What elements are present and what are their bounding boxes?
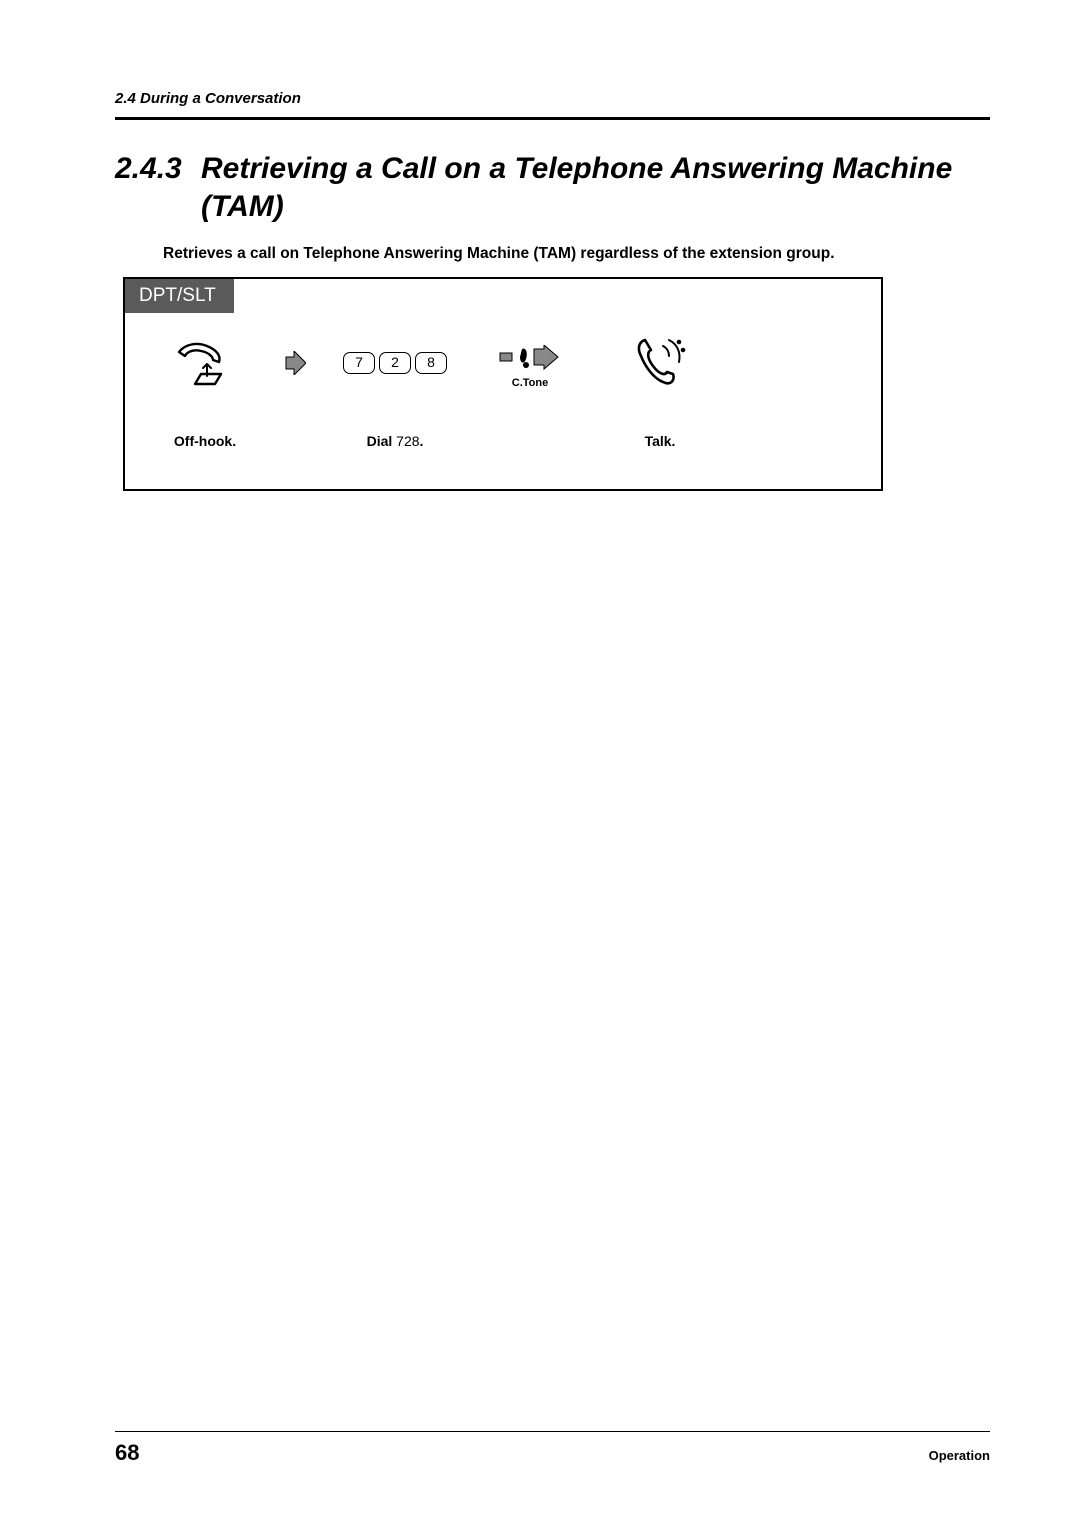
- section-number: 2.4.3: [115, 150, 201, 225]
- dial-label-value: 728: [396, 433, 419, 449]
- procedure-box: DPT/SLT: [123, 277, 883, 491]
- page: 2.4 During a Conversation 2.4.3 Retrievi…: [0, 0, 1080, 1528]
- ctone-label: C.Tone: [512, 377, 548, 389]
- step-ctone: C.Tone: [475, 335, 585, 389]
- key-7: 7: [343, 352, 375, 374]
- ctone-icon: C.Tone: [498, 335, 562, 389]
- key-2: 2: [379, 352, 411, 374]
- offhook-label: Off-hook.: [174, 433, 236, 449]
- arrow-icon: [275, 335, 315, 375]
- page-footer: 68 Operation: [115, 1431, 990, 1466]
- operation-label: Operation: [929, 1448, 990, 1463]
- dial-label-prefix: Dial: [367, 433, 397, 449]
- running-header: 2.4 During a Conversation: [115, 90, 990, 107]
- step-offhook: Off-hook.: [135, 335, 275, 449]
- dial-keys: 7 2 8: [343, 335, 447, 391]
- procedure-tab: DPT/SLT: [125, 279, 234, 313]
- intro-text: Retrieves a call on Telephone Answering …: [163, 245, 990, 263]
- talk-label: Talk.: [645, 433, 676, 449]
- procedure-body: Off-hook. 7 2 8: [125, 313, 881, 489]
- talk-icon: [631, 335, 689, 391]
- key-8: 8: [415, 352, 447, 374]
- step-dial: 7 2 8 Dial 728.: [315, 335, 475, 449]
- top-rule: [115, 117, 990, 120]
- dial-label-suffix: .: [420, 433, 424, 449]
- dial-label: Dial 728.: [367, 433, 424, 449]
- section-title-text: Retrieving a Call on a Telephone Answeri…: [201, 150, 990, 225]
- step-talk: Talk.: [595, 335, 725, 449]
- offhook-icon: [171, 335, 239, 391]
- section-title: 2.4.3 Retrieving a Call on a Telephone A…: [115, 150, 990, 225]
- step-row: Off-hook. 7 2 8: [135, 335, 871, 449]
- bottom-rule: [115, 1431, 990, 1432]
- page-number: 68: [115, 1440, 139, 1466]
